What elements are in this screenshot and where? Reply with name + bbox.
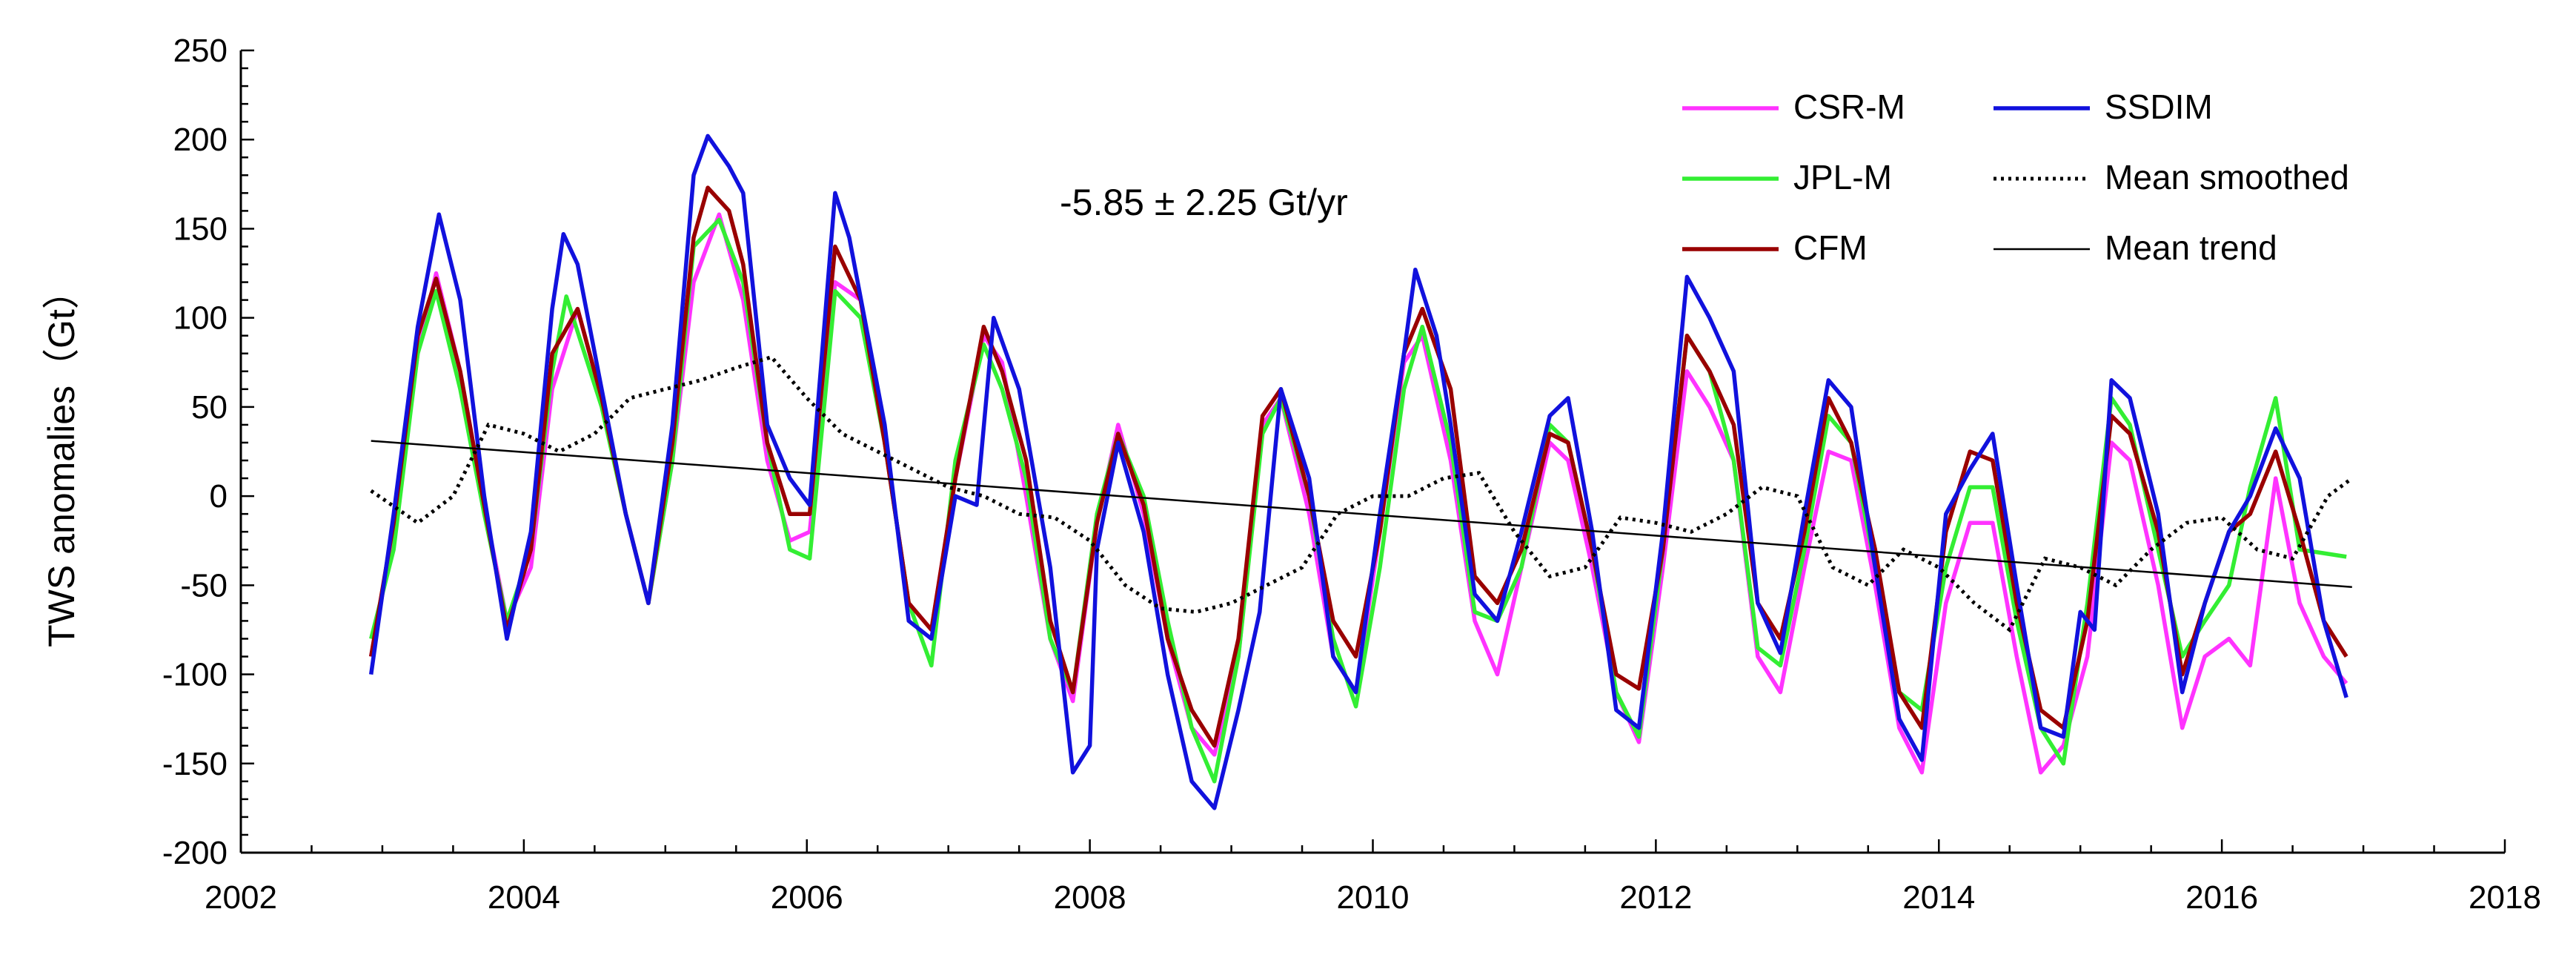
y-tick-label: 0 [210, 478, 228, 515]
legend: CSR-M SSDIM JPL-M Mean smoothed CFM Mean tren… [1682, 87, 2349, 267]
x-tick-label: 2016 [2185, 879, 2258, 916]
tick-labels: -200 -150 -100 -50 0 50 100 150 200 250 2002 2004 20… [162, 33, 2541, 916]
y-tick-label: -150 [162, 746, 228, 782]
x-tick-label: 2002 [205, 879, 277, 916]
series-line-ssdim [368, 133, 2348, 810]
series-line-cfm [368, 185, 2348, 748]
x-tick-label: 2010 [1337, 879, 1410, 916]
y-tick-label: 50 [191, 389, 228, 426]
legend-label-trend: Mean trend [2105, 228, 2277, 267]
y-axis-title: TWS anomalies（Gt） [41, 272, 82, 647]
axes [239, 49, 2506, 854]
legend-label-jpl: JPL-M [1793, 158, 1892, 196]
x-tick-label: 2006 [771, 879, 843, 916]
legend-label-csr: CSR-M [1793, 87, 1905, 126]
series-line-jpl [369, 217, 2347, 784]
y-tick-label: 200 [173, 122, 228, 158]
legend-label-cfm: CFM [1793, 228, 1868, 267]
y-tick-label: -100 [162, 657, 228, 693]
series-layer [368, 133, 2354, 810]
y-tick-label: -50 [180, 567, 228, 604]
y-tick-label: 100 [173, 300, 228, 337]
x-tick-label: 2014 [1902, 879, 1975, 916]
y-tick-label: 250 [173, 33, 228, 69]
y-tick-label: 150 [173, 211, 228, 247]
series-line-smooth [370, 354, 2354, 633]
x-tick-label: 2012 [1619, 879, 1692, 916]
legend-label-ssdim: SSDIM [2105, 87, 2213, 126]
trend-annotation: -5.85 ± 2.25 Gt/yr [1060, 182, 1348, 223]
x-tick-label: 2018 [2469, 879, 2541, 916]
x-tick-label: 2008 [1054, 879, 1126, 916]
y-tick-label: -200 [162, 835, 228, 871]
legend-label-smooth: Mean smoothed [2105, 158, 2349, 196]
series-line-trend [371, 440, 2352, 588]
x-tick-label: 2004 [488, 879, 560, 916]
